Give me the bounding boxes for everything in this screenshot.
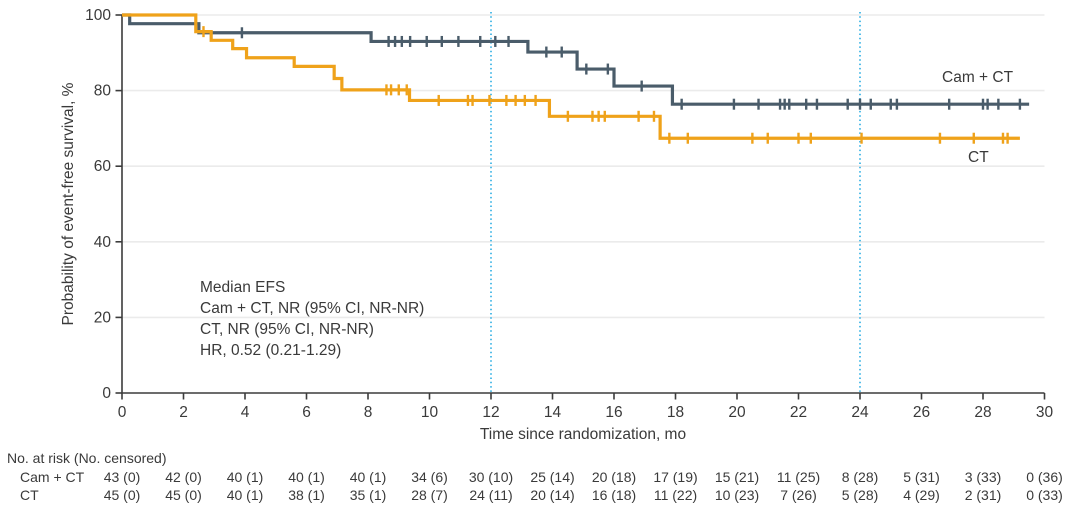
x-tick-label: 4 — [241, 404, 250, 421]
risk-cell: 4 (29) — [903, 487, 940, 503]
risk-cell: 38 (1) — [288, 487, 325, 503]
risk-cell: 11 (22) — [653, 487, 698, 503]
risk-table-header: No. at risk (No. censored) — [7, 450, 167, 466]
risk-cell: 0 (36) — [1026, 469, 1063, 485]
risk-cell: 40 (1) — [349, 469, 387, 485]
risk-cell: 20 (18) — [591, 469, 637, 485]
annotation-line-ct: CT, NR (95% CI, NR-NR) — [200, 321, 374, 338]
annotation-line-hazard-ratio: HR, 0.52 (0.21-1.29) — [200, 342, 342, 359]
x-tick-label: 22 — [790, 404, 807, 421]
risk-cell: 7 (26) — [780, 487, 817, 503]
y-tick-label: 100 — [85, 7, 111, 24]
y-tick-label: 20 — [94, 309, 112, 326]
risk-cell: 40 (1) — [288, 469, 325, 485]
risk-cell: 5 (28) — [841, 487, 879, 503]
risk-cell: 11 (25) — [776, 469, 821, 485]
risk-cell: 45 (0) — [103, 487, 141, 503]
x-tick-label: 0 — [118, 404, 127, 421]
risk-cell: 17 (19) — [653, 469, 698, 485]
x-tick-label: 8 — [364, 404, 373, 421]
x-tick-label: 16 — [605, 404, 622, 421]
risk-cell: 15 (21) — [714, 469, 760, 485]
risk-row-label-cam-ct: Cam + CT — [20, 469, 85, 485]
x-tick-label: 2 — [179, 404, 188, 421]
risk-cell: 2 (31) — [964, 487, 1002, 503]
series-label-ct: CT — [968, 149, 989, 166]
risk-cell: 34 (6) — [411, 469, 448, 485]
annotation-line-median-efs: Median EFS — [200, 279, 286, 296]
risk-cell: 35 (1) — [349, 487, 387, 503]
risk-cell: 45 (0) — [165, 487, 202, 503]
risk-row-label-ct: CT — [20, 487, 39, 503]
x-axis-label: Time since randomization, mo — [479, 426, 687, 443]
risk-cell: 42 (0) — [165, 469, 202, 485]
x-tick-label: 24 — [851, 404, 869, 421]
risk-cell: 40 (1) — [226, 469, 264, 485]
risk-cell: 20 (14) — [530, 487, 575, 503]
y-tick-label: 40 — [94, 234, 112, 251]
x-tick-label: 10 — [421, 404, 439, 421]
risk-cell: 25 (14) — [530, 469, 575, 485]
risk-cell: 43 (0) — [103, 469, 141, 485]
risk-cell: 8 (28) — [841, 469, 879, 485]
x-tick-label: 30 — [1036, 404, 1054, 421]
survival-curve-ct — [122, 13, 1020, 140]
y-tick-label: 60 — [94, 158, 112, 175]
risk-cell: 30 (10) — [468, 469, 514, 485]
survival-curve-cam-ct — [122, 13, 1030, 106]
y-tick-label: 0 — [102, 385, 111, 402]
risk-cell: 40 (1) — [226, 487, 264, 503]
risk-cell: 10 (23) — [714, 487, 760, 503]
x-tick-label: 18 — [667, 404, 684, 421]
risk-cell: 3 (33) — [964, 469, 1002, 485]
x-tick-label: 12 — [482, 404, 499, 421]
x-tick-label: 14 — [544, 404, 562, 421]
risk-cell: 5 (31) — [903, 469, 940, 485]
risk-cell: 28 (7) — [411, 487, 448, 503]
x-tick-label: 20 — [728, 404, 746, 421]
risk-cell: 24 (11) — [469, 487, 513, 503]
y-tick-label: 80 — [94, 83, 112, 100]
x-tick-label: 26 — [913, 404, 930, 421]
x-tick-label: 28 — [974, 404, 991, 421]
annotation-line-cam-ct: Cam + CT, NR (95% CI, NR-NR) — [200, 300, 425, 317]
median-efs-annotation: Median EFS Cam + CT, NR (95% CI, NR-NR) … — [200, 277, 424, 361]
series-label-cam-ct: Cam + CT — [942, 69, 1014, 86]
risk-cell: 16 (18) — [591, 487, 637, 503]
x-tick-label: 6 — [302, 404, 311, 421]
risk-cell: 0 (33) — [1026, 487, 1063, 503]
